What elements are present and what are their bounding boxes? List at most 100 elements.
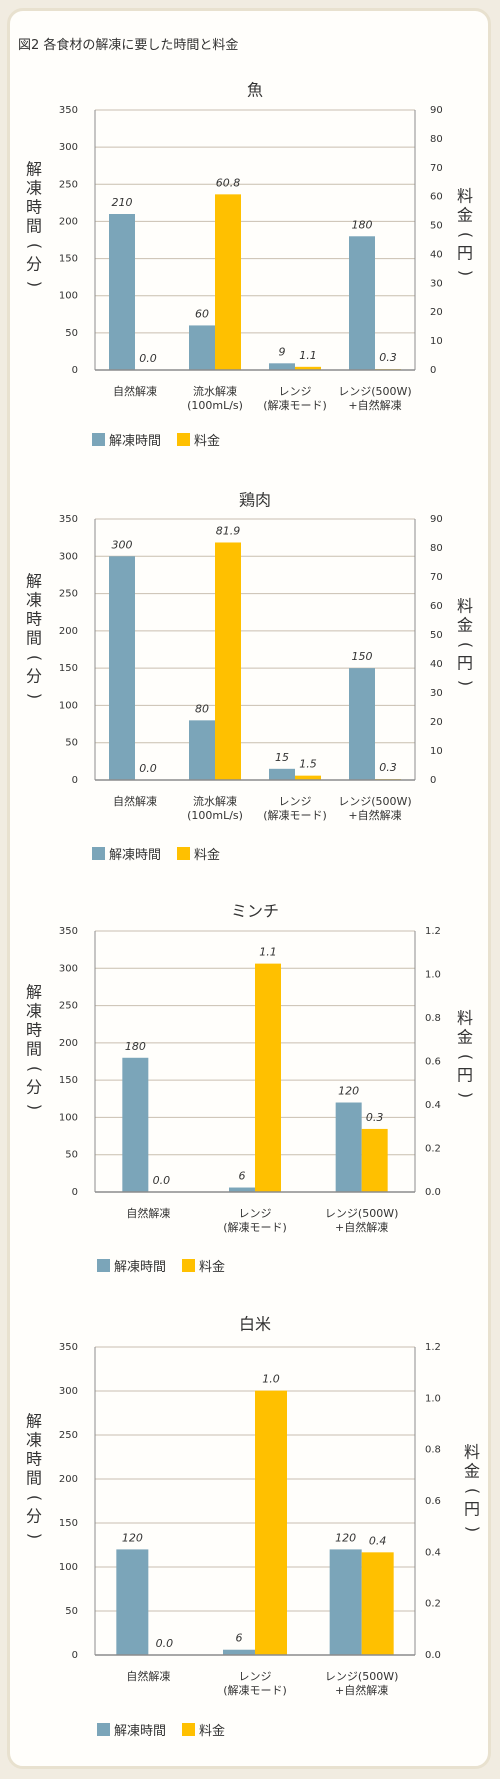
y-tick-label: 250 bbox=[59, 589, 78, 600]
data-label-time: 120 bbox=[122, 1531, 143, 1544]
category-label: レンジ(500W) bbox=[338, 795, 411, 808]
legend-label-time: 解凍時間 bbox=[114, 1260, 167, 1275]
y-tick-label: 0 bbox=[72, 1650, 78, 1661]
y2-axis-title: 料金 (円) bbox=[457, 187, 476, 277]
y-axis-title-char: 解 bbox=[26, 1412, 42, 1431]
bar-cost bbox=[255, 1390, 287, 1655]
y-tick-label: 250 bbox=[59, 1430, 78, 1441]
y2-axis-title: 料金 (円) bbox=[464, 1443, 483, 1533]
y-axis-title-char: 時 bbox=[26, 1021, 42, 1040]
y-tick-label: 200 bbox=[59, 216, 78, 227]
chart-mince: ミンチ 0 50 100 150 200 250 300 350 0.0 0.2 0.4 0.6 0.8 1… bbox=[26, 902, 476, 1235]
legend-swatch-time bbox=[92, 433, 105, 446]
y2-axis-title-char: ( bbox=[457, 1054, 476, 1060]
y2-axis-title-char: 料 bbox=[457, 597, 473, 616]
y2-tick-label: 80 bbox=[430, 134, 443, 145]
y-tick-label: 200 bbox=[59, 626, 78, 637]
chart-title: ミンチ bbox=[231, 902, 279, 921]
y2-axis-title-char: ) bbox=[457, 1092, 476, 1098]
y-axis-title-char: 凍 bbox=[26, 179, 42, 198]
legend-chicken: 解凍時間 料金 bbox=[92, 844, 236, 863]
category-label: +自然解凍 bbox=[335, 1220, 388, 1234]
y-axis-title-char: 間 bbox=[26, 629, 42, 648]
y-axis-title-char: 分 bbox=[26, 1078, 42, 1097]
category-label: (解凍モード) bbox=[263, 398, 327, 412]
legend-swatch-cost bbox=[182, 1723, 196, 1736]
data-label-time: 6 bbox=[236, 1632, 243, 1645]
data-label-time: 15 bbox=[275, 751, 289, 764]
y-tick-label: 0 bbox=[72, 775, 78, 786]
y-tick-label: 100 bbox=[59, 700, 78, 711]
legend-swatch-cost bbox=[177, 847, 191, 860]
y-axis-title: 解凍時間 (分) bbox=[26, 983, 45, 1111]
y2-tick-label: 0.2 bbox=[425, 1599, 441, 1610]
data-label-time: 60 bbox=[195, 307, 209, 320]
chart-title: 魚 bbox=[247, 81, 263, 100]
chart-title: 鶏肉 bbox=[239, 491, 271, 510]
category-label: 流水解凍 bbox=[193, 384, 237, 398]
data-label-cost: 0.0 bbox=[153, 1174, 171, 1187]
y2-tick-label: 10 bbox=[430, 746, 443, 757]
data-label-time: 180 bbox=[352, 218, 373, 231]
legend-item-time: 解凍時間 bbox=[92, 844, 161, 863]
legend-item-cost: 料金 bbox=[177, 844, 220, 863]
y-axis-title-char: ( bbox=[26, 1495, 45, 1501]
legend-label-cost: 料金 bbox=[194, 848, 221, 863]
legend-label-time: 解凍時間 bbox=[114, 1724, 167, 1739]
bar-time bbox=[116, 1549, 149, 1655]
data-label-time: 210 bbox=[112, 196, 133, 209]
y-tick-label: 300 bbox=[59, 551, 78, 562]
y-tick-label: 50 bbox=[65, 738, 78, 749]
data-label-time: 6 bbox=[239, 1170, 246, 1183]
y2-axis-title-char: ( bbox=[457, 642, 476, 648]
y2-tick-label: 70 bbox=[430, 163, 443, 174]
y2-axis-title-char: 金 bbox=[464, 1462, 480, 1481]
y-axis-title-char: 時 bbox=[26, 610, 42, 629]
y-axis-title-char: 解 bbox=[26, 160, 42, 179]
y2-tick-label: 40 bbox=[430, 249, 443, 260]
y2-tick-label: 70 bbox=[430, 572, 443, 583]
bar-time bbox=[335, 1102, 362, 1192]
data-label-cost: 0.0 bbox=[139, 762, 157, 775]
y2-tick-label: 0 bbox=[430, 775, 436, 786]
category-label: (100mL/s) bbox=[187, 809, 243, 822]
y-tick-label: 100 bbox=[59, 1112, 78, 1123]
y-tick-label: 150 bbox=[59, 663, 78, 674]
legend-label-time: 解凍時間 bbox=[109, 434, 162, 449]
y2-tick-label: 0.0 bbox=[425, 1187, 441, 1198]
y-axis-title: 解凍時間 (分) bbox=[26, 1412, 45, 1540]
bar-time bbox=[269, 363, 295, 370]
y2-tick-label: 90 bbox=[430, 105, 443, 116]
category-label: 流水解凍 bbox=[193, 794, 237, 808]
y2-tick-label: 50 bbox=[430, 221, 443, 232]
bar-time bbox=[109, 214, 135, 370]
y2-axis-title-char: 料 bbox=[457, 187, 473, 206]
data-label-cost: 0.4 bbox=[369, 1534, 387, 1547]
y2-tick-label: 0.8 bbox=[425, 1013, 441, 1024]
data-label-time: 120 bbox=[338, 1085, 359, 1098]
y2-tick-label: 30 bbox=[430, 688, 443, 699]
y2-tick-label: 0.6 bbox=[425, 1496, 441, 1507]
bar-time bbox=[269, 768, 295, 780]
y2-axis-title-char: 円 bbox=[457, 244, 473, 263]
y-tick-label: 50 bbox=[65, 328, 78, 339]
y2-tick-label: 10 bbox=[430, 336, 443, 347]
legend-label-time: 解凍時間 bbox=[109, 848, 162, 863]
y-tick-label: 200 bbox=[59, 1474, 78, 1485]
bar-cost bbox=[361, 1128, 388, 1192]
legend-item-cost: 料金 bbox=[182, 1256, 225, 1275]
y2-axis-title-char: 料 bbox=[457, 1009, 473, 1028]
y2-tick-label: 0.4 bbox=[425, 1100, 441, 1111]
y2-axis-title-char: ) bbox=[457, 270, 476, 276]
legend-swatch-cost bbox=[182, 1259, 196, 1272]
category-label: 自然解凍 bbox=[126, 1206, 170, 1220]
data-label-cost: 0.0 bbox=[139, 352, 157, 365]
y-axis-title: 解凍時間 (分) bbox=[26, 572, 45, 700]
y2-axis-title-char: 料 bbox=[464, 1443, 480, 1462]
legend-item-cost: 料金 bbox=[182, 1720, 225, 1739]
data-label-cost: 0.3 bbox=[379, 351, 397, 364]
legend-label-cost: 料金 bbox=[199, 1724, 226, 1739]
y-axis-title-char: ) bbox=[26, 281, 45, 287]
category-label: (解凍モード) bbox=[263, 808, 327, 822]
chart-rice: 白米 0 50 100 150 200 250 300 350 0.0 0.2 0.4 0.6 0.8 1.… bbox=[26, 1315, 483, 1698]
